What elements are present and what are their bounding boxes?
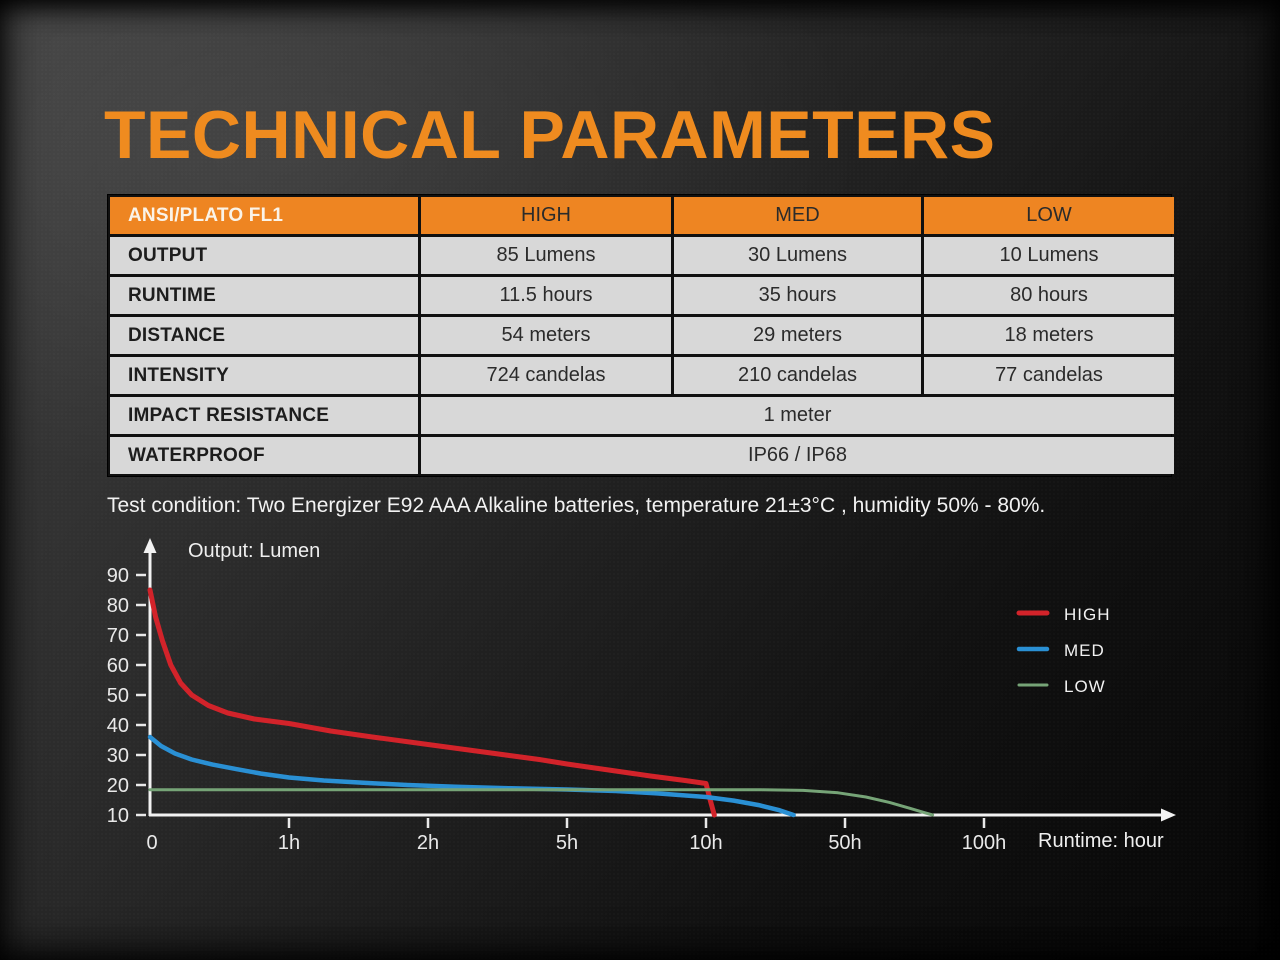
row-value: 54 meters [421,317,671,354]
row-value: 30 Lumens [674,237,921,274]
row-label: DISTANCE [110,317,418,354]
x-tick-label: 100h [962,832,1007,854]
row-value: 724 candelas [421,357,671,394]
x-axis-arrow [1161,808,1176,822]
row-value: 80 hours [924,277,1174,314]
column-header-low: LOW [924,197,1174,234]
legend-label-med: MED [1064,641,1105,660]
y-ticks: 90 80 70 60 50 40 30 20 10 [107,565,146,827]
chart-x-axis-title: Runtime: hour [1038,830,1164,852]
chart-legend: HIGH MED LOW [1016,605,1111,696]
series-low-line [148,788,935,817]
row-label: WATERPROOF [110,437,418,474]
spec-table: ANSI/PLATO FL1 HIGH MED LOW OUTPUT 85 Lumens 3… [107,194,1174,477]
row-label: RUNTIME [110,277,418,314]
row-value: 77 candelas [924,357,1174,394]
row-label: IMPACT RESISTANCE [110,397,418,434]
row-label: INTENSITY [110,357,418,394]
x-tick-label: 0 [146,832,157,854]
row-value-span: 1 meter [421,397,1174,434]
y-tick-label: 10 [107,805,129,827]
x-tick-label: 5h [556,832,578,854]
legend-label-low: LOW [1064,677,1106,696]
y-tick-label: 70 [107,625,129,647]
y-tick-label: 80 [107,595,129,617]
row-value: 85 Lumens [421,237,671,274]
column-header-high: HIGH [421,197,671,234]
legend-label-high: HIGH [1064,605,1111,624]
y-axis-arrow [143,538,157,553]
x-tick-label: 50h [828,832,861,854]
page-title: TECHNICAL PARAMETERS [104,97,996,173]
x-tick-label: 2h [417,832,439,854]
y-tick-label: 60 [107,655,129,677]
y-tick-label: 50 [107,685,129,707]
row-value: 18 meters [924,317,1174,354]
row-value: 35 hours [674,277,921,314]
row-value: 11.5 hours [421,277,671,314]
row-value: 10 Lumens [924,237,1174,274]
y-tick-label: 40 [107,715,129,737]
y-tick-label: 90 [107,565,129,587]
x-ticks: 0 1h 2h 5h 10h 50h 100h [146,818,1006,854]
row-value: 29 meters [674,317,921,354]
y-tick-label: 30 [107,745,129,767]
series-med-line [147,734,796,818]
row-label: OUTPUT [110,237,418,274]
x-tick-label: 1h [278,832,300,854]
row-value: 210 candelas [674,357,921,394]
y-tick-label: 20 [107,775,129,797]
series-high-line [147,587,717,818]
row-value-span: IP66 / IP68 [421,437,1174,474]
table-header-label: ANSI/PLATO FL1 [110,197,418,234]
column-header-med: MED [674,197,921,234]
x-tick-label: 10h [689,832,722,854]
chart-y-axis-title: Output: Lumen [188,540,321,562]
test-condition-text: Test condition: Two Energizer E92 AAA Al… [107,494,1046,517]
